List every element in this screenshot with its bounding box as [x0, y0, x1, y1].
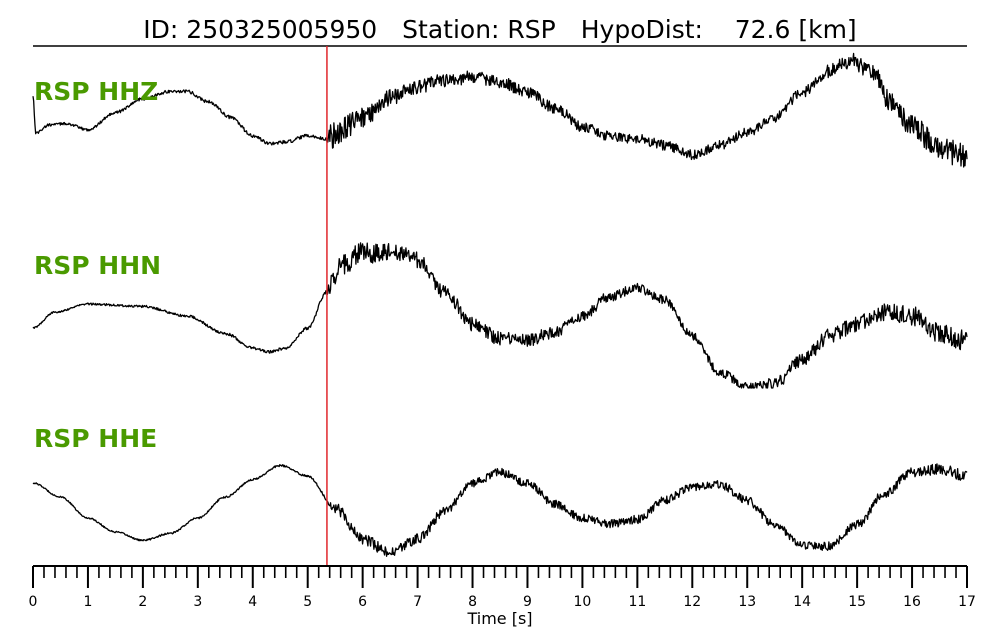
- x-tick-label: 8: [468, 594, 477, 610]
- trace-label-rsp-hhe: RSP HHE: [34, 424, 157, 453]
- figure-title: ID: 250325005950 Station: RSP HypoDist: 72…: [143, 15, 856, 44]
- trace-rsp-hhe: [32, 463, 968, 557]
- x-tick-label: 6: [358, 594, 367, 610]
- time-axis: 0 1 2 3 4 5 6 7 8 9 10 11 12 13 14 15 16 17: [29, 565, 976, 610]
- x-tick-label: 2: [138, 594, 147, 610]
- trace-label-rsp-hhz: RSP HHZ: [34, 77, 158, 106]
- x-tick-label: 3: [193, 594, 202, 610]
- x-tick-label: 14: [793, 594, 811, 610]
- x-tick-label: 4: [248, 594, 257, 610]
- x-tick-label: 7: [413, 594, 422, 610]
- x-tick-label: 5: [303, 594, 312, 610]
- trace-rsp-hhn: [32, 242, 968, 389]
- traces-group: [32, 52, 968, 557]
- trace-label-rsp-hhn: RSP HHN: [34, 251, 161, 280]
- x-tick-label: 10: [573, 594, 591, 610]
- x-tick-label: 16: [903, 594, 921, 610]
- trace-labels: RSP HHZ RSP HHN RSP HHE: [34, 77, 161, 453]
- x-tick-label: 11: [628, 594, 646, 610]
- trace-rsp-hhz: [32, 52, 968, 168]
- x-tick-label: 17: [958, 594, 976, 610]
- x-tick-label: 9: [523, 594, 532, 610]
- x-tick-label: 15: [848, 594, 866, 610]
- station-name: Station: RSP: [402, 15, 556, 44]
- x-tick-label: 13: [738, 594, 756, 610]
- x-tick-label: 1: [83, 594, 92, 610]
- time-axis-label: Time [s]: [466, 609, 532, 628]
- x-tick-label: 0: [29, 594, 38, 610]
- event-id: ID: 250325005950: [143, 15, 377, 44]
- hypocentral-distance: HypoDist: 72.6 [km]: [581, 15, 857, 44]
- x-tick-label: 12: [683, 594, 701, 610]
